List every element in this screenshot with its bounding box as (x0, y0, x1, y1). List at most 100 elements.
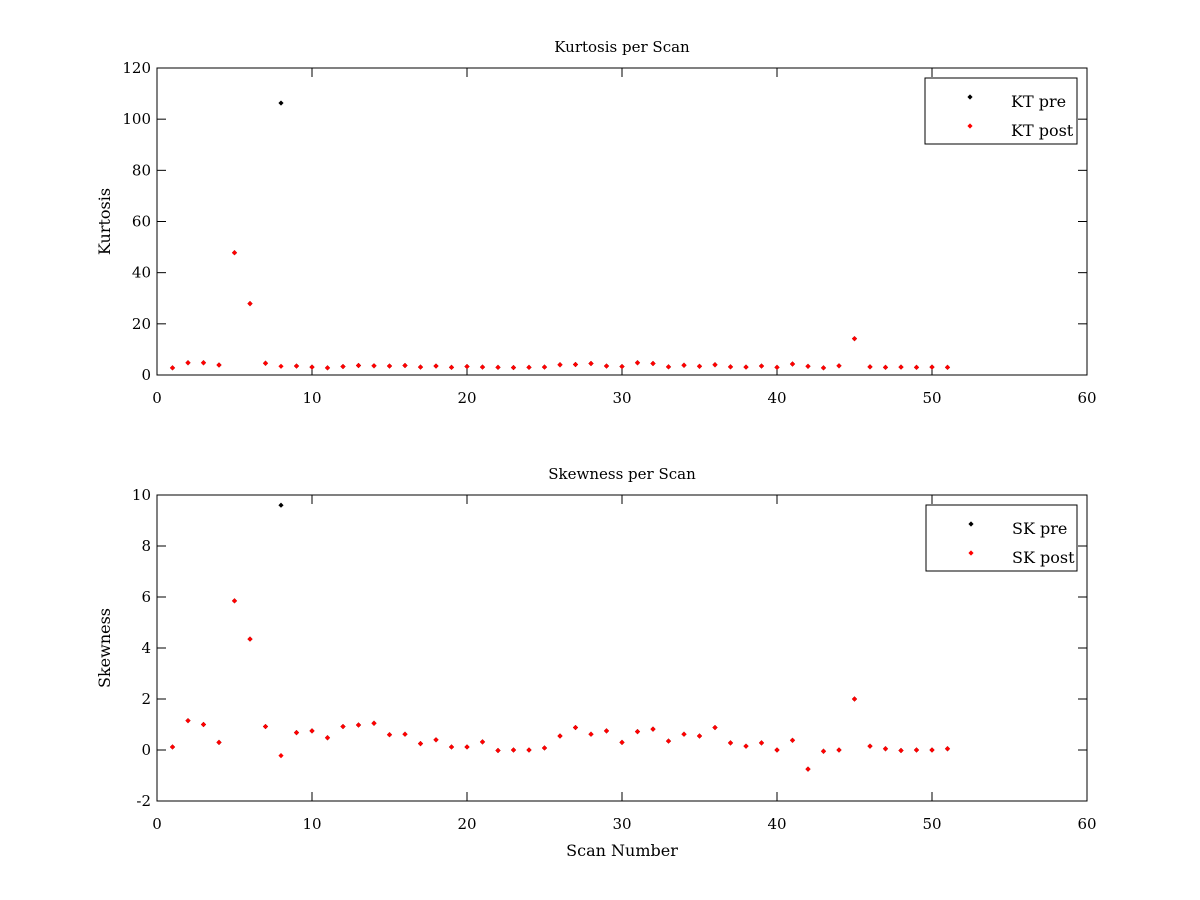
data-point (650, 726, 656, 732)
data-point (743, 743, 749, 749)
data-point (231, 598, 238, 604)
data-point (371, 720, 377, 726)
data-point (619, 363, 625, 370)
data-point (836, 363, 842, 369)
data-point (820, 748, 827, 754)
data-point (402, 362, 408, 369)
data-point (557, 733, 563, 739)
data-point (479, 739, 486, 745)
data-point (495, 364, 501, 370)
data-point (696, 363, 703, 369)
data-point (231, 250, 238, 256)
data-point (247, 301, 253, 307)
legend-box (925, 504, 1078, 572)
data-point (774, 364, 780, 370)
y-tick-label: 6 (141, 588, 151, 606)
y-tick-label: 120 (122, 59, 151, 77)
x-tick-label: 40 (767, 815, 786, 833)
data-point (309, 364, 315, 370)
data-point (929, 747, 935, 753)
data-point (805, 766, 811, 772)
data-point (681, 731, 687, 737)
data-point (929, 364, 935, 370)
y-axis-label: Kurtosis (95, 188, 114, 255)
data-point (169, 744, 176, 750)
y-tick-label: 80 (132, 161, 151, 179)
data-point (789, 361, 796, 367)
x-tick-label: 10 (302, 815, 321, 833)
data-point (541, 364, 548, 370)
legend: KT pre KT post (924, 77, 1078, 145)
legend-label: SK post (1012, 548, 1075, 567)
x-axis-label: Scan Number (566, 841, 678, 860)
data-point (867, 743, 873, 749)
data-point (572, 724, 579, 731)
y-tick-label: -2 (136, 792, 151, 810)
data-point (913, 364, 920, 370)
data-point (402, 731, 408, 737)
data-point (805, 363, 811, 369)
y-tick-label: 4 (141, 639, 151, 657)
data-point (898, 747, 904, 754)
legend-label: SK pre (1012, 519, 1067, 538)
data-point (898, 364, 904, 370)
x-tick-label: 0 (152, 815, 162, 833)
data-point (340, 723, 346, 730)
data-point (712, 362, 718, 368)
series-kt-post (169, 250, 951, 371)
data-point (665, 364, 672, 370)
data-point (572, 361, 579, 368)
data-point (324, 735, 331, 741)
legend-marker (968, 521, 974, 527)
legend-label: KT post (1011, 121, 1074, 140)
data-point (479, 364, 486, 370)
data-point (634, 360, 641, 366)
x-tick-label: 30 (612, 389, 631, 407)
data-point (681, 362, 687, 368)
y-tick-label: 2 (141, 690, 151, 708)
chart-title: Kurtosis per Scan (554, 38, 690, 56)
x-tick-label: 20 (457, 815, 476, 833)
data-point (386, 363, 393, 369)
data-point (712, 724, 718, 731)
data-point (355, 362, 362, 369)
y-tick-label: 8 (141, 537, 151, 555)
legend-marker (967, 123, 973, 129)
data-point (278, 363, 284, 369)
legend: SK pre SK post (925, 504, 1078, 572)
data-point (867, 364, 873, 370)
y-tick-label: 0 (141, 366, 151, 384)
y-tick-label: 100 (122, 110, 151, 128)
data-point (169, 365, 176, 371)
x-tick-label: 60 (1077, 815, 1096, 833)
legend-marker (968, 550, 974, 556)
data-point (758, 740, 765, 746)
data-point (355, 722, 362, 728)
data-point (836, 747, 842, 753)
data-point (789, 737, 796, 743)
data-point (200, 721, 207, 728)
data-point (603, 728, 610, 734)
data-point (293, 730, 300, 736)
x-tick-label: 10 (302, 389, 321, 407)
data-point (262, 360, 269, 366)
x-tick-label: 60 (1077, 389, 1096, 407)
data-point (340, 363, 346, 370)
y-tick-label: 40 (132, 264, 151, 282)
data-point (216, 362, 222, 368)
data-point (309, 728, 315, 734)
data-point (727, 740, 734, 746)
data-point (851, 696, 858, 702)
data-point (696, 733, 703, 739)
data-point (820, 365, 827, 371)
x-tick-label: 50 (922, 815, 941, 833)
data-point (619, 739, 625, 745)
y-tick-label: 10 (132, 486, 151, 504)
legend-label: KT pre (1011, 92, 1066, 111)
data-point (882, 746, 889, 752)
legend-marker (967, 94, 973, 100)
x-tick-label: 0 (152, 389, 162, 407)
data-point (510, 747, 517, 753)
data-point (634, 729, 641, 735)
